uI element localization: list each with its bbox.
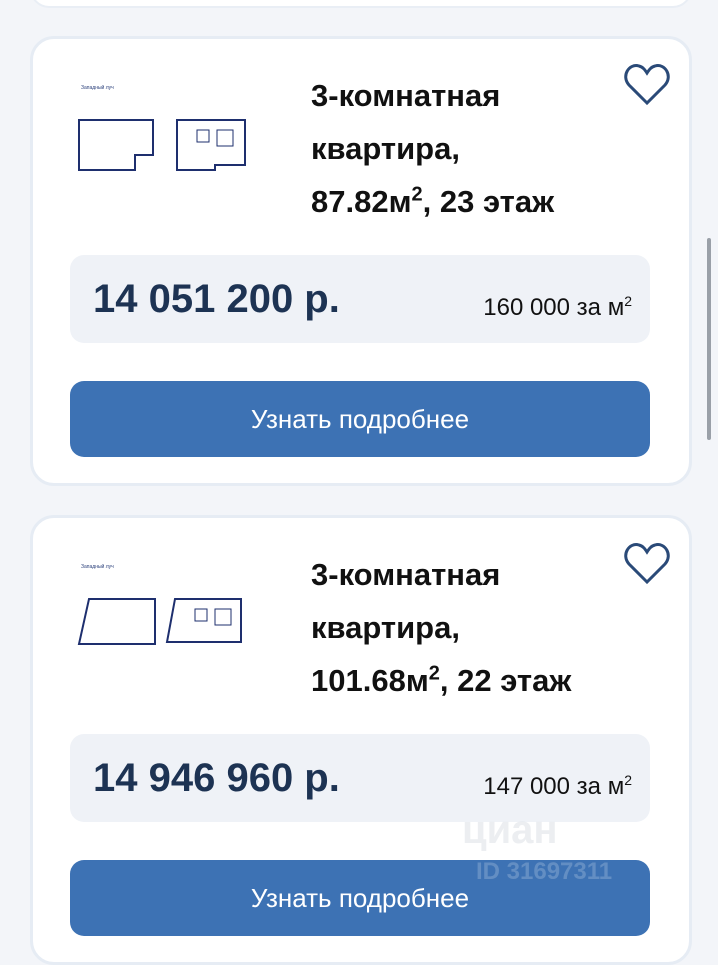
price: 14 946 960 р. [93, 756, 340, 800]
price-per-m2: 147 000 за м2 [483, 772, 632, 800]
watermark-id: ID 31697311 [476, 858, 613, 885]
details-button[interactable]: Узнать подробнее [70, 860, 650, 936]
scrollbar[interactable] [707, 238, 711, 440]
price-box: 14 051 200 р. 160 000 за м2 [70, 255, 650, 343]
watermark-brand: циан [462, 808, 558, 852]
listing-title[interactable]: 3-комнатная квартира, 87.82м2, 23 этаж [311, 78, 555, 219]
listing-card[interactable]: Западный луч 3-комнатная квартира, 101.68м… [30, 515, 692, 965]
svg-text:Западный луч: Западный луч [81, 563, 114, 570]
price-box: 14 946 960 р. 147 000 за м2 [70, 734, 650, 822]
floor-plan-image[interactable]: Западный луч [75, 75, 255, 175]
listing-card[interactable]: Западный луч 3-комнатная квартира, 87.82м2… [30, 36, 692, 486]
price-per-m2: 160 000 за м2 [483, 293, 632, 321]
heart-icon[interactable] [623, 61, 671, 107]
details-button[interactable]: Узнать подробнее [70, 381, 650, 457]
svg-text:Западный луч: Западный луч [81, 84, 114, 91]
heart-icon[interactable] [623, 540, 671, 586]
floor-plan-image[interactable]: Западный луч [75, 554, 255, 654]
listing-title[interactable]: 3-комнатная квартира, 101.68м2, 22 этаж [311, 557, 572, 698]
previous-listing-card [30, 0, 692, 8]
price: 14 051 200 р. [93, 277, 340, 321]
